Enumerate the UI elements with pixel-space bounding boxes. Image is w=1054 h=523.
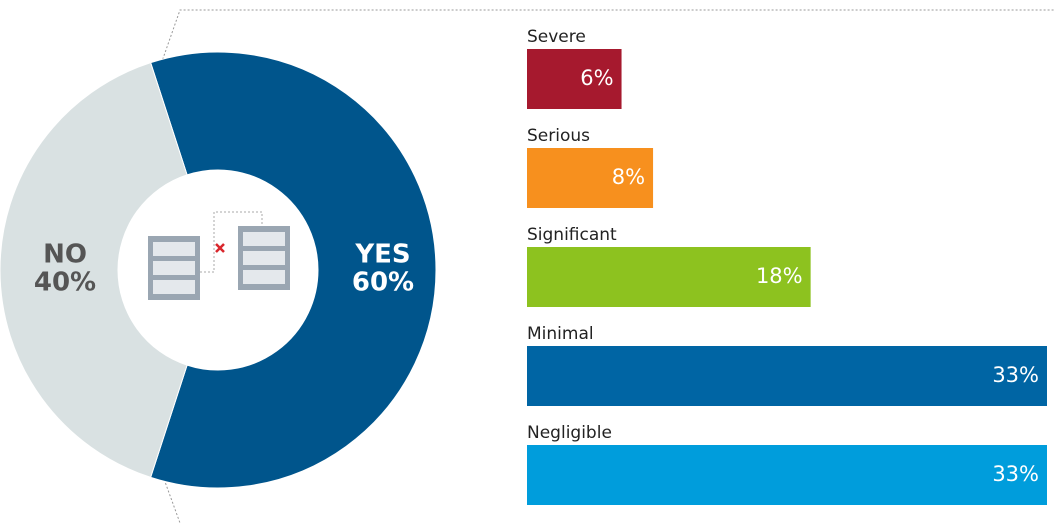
callout-top [159, 9, 1054, 68]
server-slot [153, 280, 195, 294]
donut-segment [150, 51, 437, 489]
bar-category-label: Severe [527, 27, 586, 47]
server-icon [148, 211, 290, 300]
bar-value-label: 6% [580, 66, 613, 90]
bar-chart: Severe 6% Serious 8% Significant 18% Minimal 33… [527, 27, 1047, 505]
server-slot [243, 251, 285, 265]
bar [527, 49, 622, 109]
bar-value-label: 33% [992, 363, 1039, 387]
segment-label: YES [354, 240, 410, 270]
donut-segment [0, 62, 188, 478]
bar [527, 346, 1047, 406]
server-slot [153, 261, 195, 275]
server-slot [243, 270, 285, 284]
bar [527, 247, 811, 307]
server-slot [243, 232, 285, 246]
bar [527, 148, 654, 208]
segment-label: NO [43, 240, 87, 270]
bar-category-label: Minimal [527, 324, 594, 344]
server-slot [153, 242, 195, 256]
link-line [200, 211, 263, 273]
segment-value-label: 40% [34, 268, 96, 298]
bar-category-label: Negligible [527, 423, 612, 443]
bar [527, 445, 1047, 505]
bar-category-label: Serious [527, 126, 590, 146]
error-mark [215, 243, 225, 253]
bar-value-label: 8% [612, 165, 645, 189]
segment-value-label: 60% [352, 268, 414, 298]
bar-value-label: 18% [756, 264, 803, 288]
bar-category-label: Significant [527, 225, 617, 245]
bar-value-label: 33% [992, 462, 1039, 486]
